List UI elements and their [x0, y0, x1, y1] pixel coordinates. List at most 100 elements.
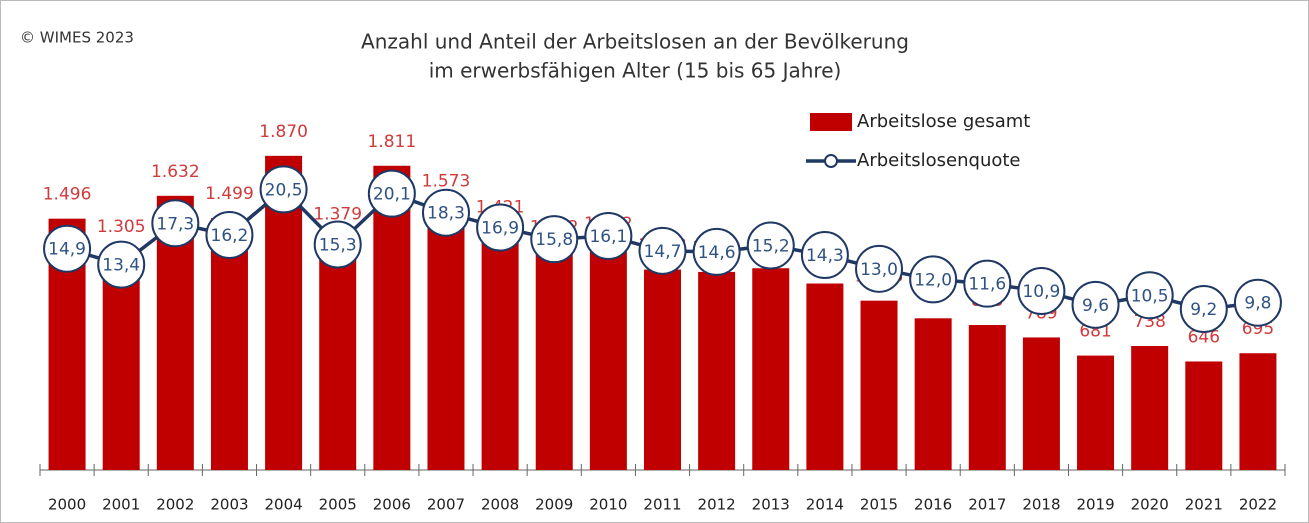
- bar-value-label: 1.499: [205, 184, 254, 204]
- chart-title: Anzahl und Anteil der Arbeitslosen an de…: [361, 30, 909, 54]
- line-marker: [1233, 278, 1282, 327]
- line-marker: [909, 255, 958, 304]
- x-tick-label: 2001: [102, 496, 140, 514]
- x-tick-label: 2010: [589, 496, 627, 514]
- bar: [535, 251, 573, 470]
- line-value-label: 16,2: [211, 226, 249, 246]
- line-marker: [476, 203, 525, 252]
- x-tick-label: 2000: [48, 496, 86, 514]
- line-value-label: 20,5: [265, 180, 303, 200]
- bar: [1131, 346, 1169, 470]
- line-value-label: 14,9: [48, 240, 86, 260]
- line-marker: [963, 259, 1012, 308]
- line-marker: [313, 220, 362, 269]
- line-marker: [1071, 280, 1120, 329]
- line-marker: [746, 221, 795, 270]
- x-tick-label: 2018: [1022, 496, 1060, 514]
- bar: [1022, 337, 1060, 470]
- bar: [752, 268, 790, 470]
- bar-value-label: 1.632: [151, 162, 200, 182]
- x-tick-label: 2013: [752, 496, 790, 514]
- x-tick-label: 2020: [1131, 496, 1169, 514]
- x-tick-label: 2012: [698, 496, 736, 514]
- line-value-label: 11,6: [968, 275, 1006, 295]
- x-tick-label: 2006: [373, 496, 411, 514]
- line-marker: [692, 227, 741, 276]
- line-value-label: 9,2: [1190, 300, 1217, 320]
- line-marker: [259, 165, 308, 214]
- line-value-label: 13,0: [860, 260, 898, 280]
- line-value-label: 20,1: [373, 185, 411, 205]
- line-marker: [43, 224, 92, 273]
- x-tick-label: 2022: [1239, 496, 1277, 514]
- bar: [1239, 353, 1277, 470]
- line-value-label: 14,6: [698, 243, 736, 263]
- x-tick-label: 2007: [427, 496, 465, 514]
- x-tick-label: 2019: [1076, 496, 1114, 514]
- bar-value-label: 1.811: [368, 132, 417, 152]
- bar: [644, 269, 681, 470]
- line-value-label: 18,3: [427, 204, 465, 224]
- line-marker: [151, 199, 200, 248]
- bar: [914, 318, 952, 470]
- x-tick-label: 2009: [535, 496, 573, 514]
- bar: [698, 271, 736, 470]
- bar: [589, 247, 627, 470]
- bar: [806, 283, 844, 470]
- bar-value-label: 1.379: [313, 204, 362, 224]
- line-marker: [367, 169, 416, 218]
- x-tick-label: 2017: [968, 496, 1006, 514]
- legend-swatch: [810, 113, 852, 131]
- x-tick-label: 2021: [1185, 496, 1223, 514]
- bar: [210, 218, 248, 470]
- line-value-label: 9,6: [1082, 296, 1109, 316]
- bar-value-label: 646: [1188, 327, 1220, 347]
- line-marker: [530, 215, 579, 264]
- x-tick-label: 2002: [156, 496, 194, 514]
- line-value-label: 14,3: [806, 246, 844, 266]
- line-marker: [800, 231, 849, 280]
- bar: [1077, 355, 1115, 470]
- line-marker: [584, 212, 633, 260]
- x-tick-label: 2003: [210, 496, 248, 514]
- line-value-label: 16,9: [481, 219, 519, 239]
- legend-label: Arbeitslose gesamt: [857, 111, 1030, 132]
- chart-title: im erwerbsfähigen Alter (15 bis 65 Jahre…: [429, 59, 842, 83]
- line-value-label: 17,3: [156, 214, 194, 234]
- x-tick-label: 2005: [319, 496, 357, 514]
- x-tick-label: 2004: [264, 496, 302, 514]
- line-value-label: 15,8: [535, 230, 573, 250]
- line-value-label: 10,5: [1131, 286, 1169, 306]
- bar: [1185, 361, 1223, 470]
- line-value-label: 14,7: [644, 242, 682, 262]
- line-value-label: 12,0: [914, 270, 952, 290]
- line-marker: [97, 240, 146, 289]
- line-marker: [638, 226, 687, 275]
- line-value-label: 9,8: [1244, 294, 1271, 314]
- bar-value-label: 1.305: [97, 217, 146, 237]
- line-value-label: 13,4: [102, 256, 140, 276]
- line-value-label: 15,2: [752, 237, 790, 257]
- source: © WIMES 2023: [20, 29, 134, 47]
- legend-label: Arbeitslosenquote: [857, 150, 1021, 171]
- line-marker: [1179, 285, 1228, 334]
- line-marker: [855, 244, 904, 293]
- bar: [860, 300, 898, 470]
- legend-swatch: [824, 154, 838, 168]
- line-value-label: 10,9: [1022, 282, 1060, 302]
- x-tick-label: 2008: [481, 496, 519, 514]
- bar: [481, 231, 519, 470]
- bar: [427, 205, 465, 470]
- line-value-label: 16,1: [589, 227, 627, 247]
- line-marker: [1125, 271, 1174, 320]
- bar-value-label: 1.573: [422, 172, 471, 192]
- line-value-label: 15,3: [319, 235, 357, 255]
- bar: [319, 238, 357, 470]
- bar: [968, 325, 1006, 470]
- bar-value-label: 1.870: [259, 122, 308, 142]
- x-tick-label: 2016: [914, 496, 952, 514]
- x-tick-label: 2011: [643, 496, 681, 514]
- line-marker: [205, 210, 254, 259]
- bar-value-label: 1.496: [43, 185, 92, 205]
